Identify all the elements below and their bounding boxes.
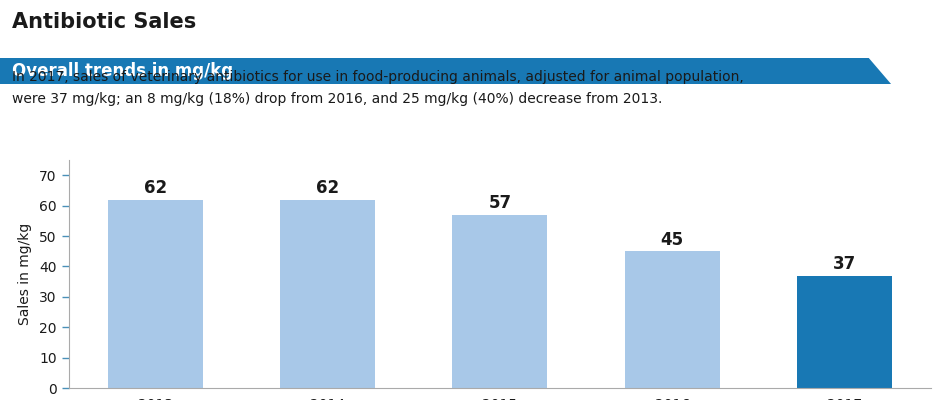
- Bar: [625, 251, 719, 388]
- Bar: [452, 215, 546, 388]
- Bar: [108, 200, 203, 388]
- Text: 37: 37: [832, 255, 855, 273]
- Text: Antibiotic Sales: Antibiotic Sales: [12, 12, 196, 32]
- Y-axis label: Sales in mg/kg: Sales in mg/kg: [18, 223, 32, 325]
- Text: 57: 57: [487, 194, 511, 212]
- Text: 45: 45: [660, 231, 683, 249]
- Polygon shape: [0, 58, 890, 84]
- Text: 62: 62: [144, 179, 167, 197]
- Text: Overall trends in mg/kg: Overall trends in mg/kg: [11, 62, 232, 80]
- Text: 62: 62: [316, 179, 339, 197]
- Text: In 2017, sales of veterinary antibiotics for use in food-producing animals, adju: In 2017, sales of veterinary antibiotics…: [12, 70, 744, 106]
- Bar: [280, 200, 374, 388]
- Bar: [796, 276, 891, 388]
